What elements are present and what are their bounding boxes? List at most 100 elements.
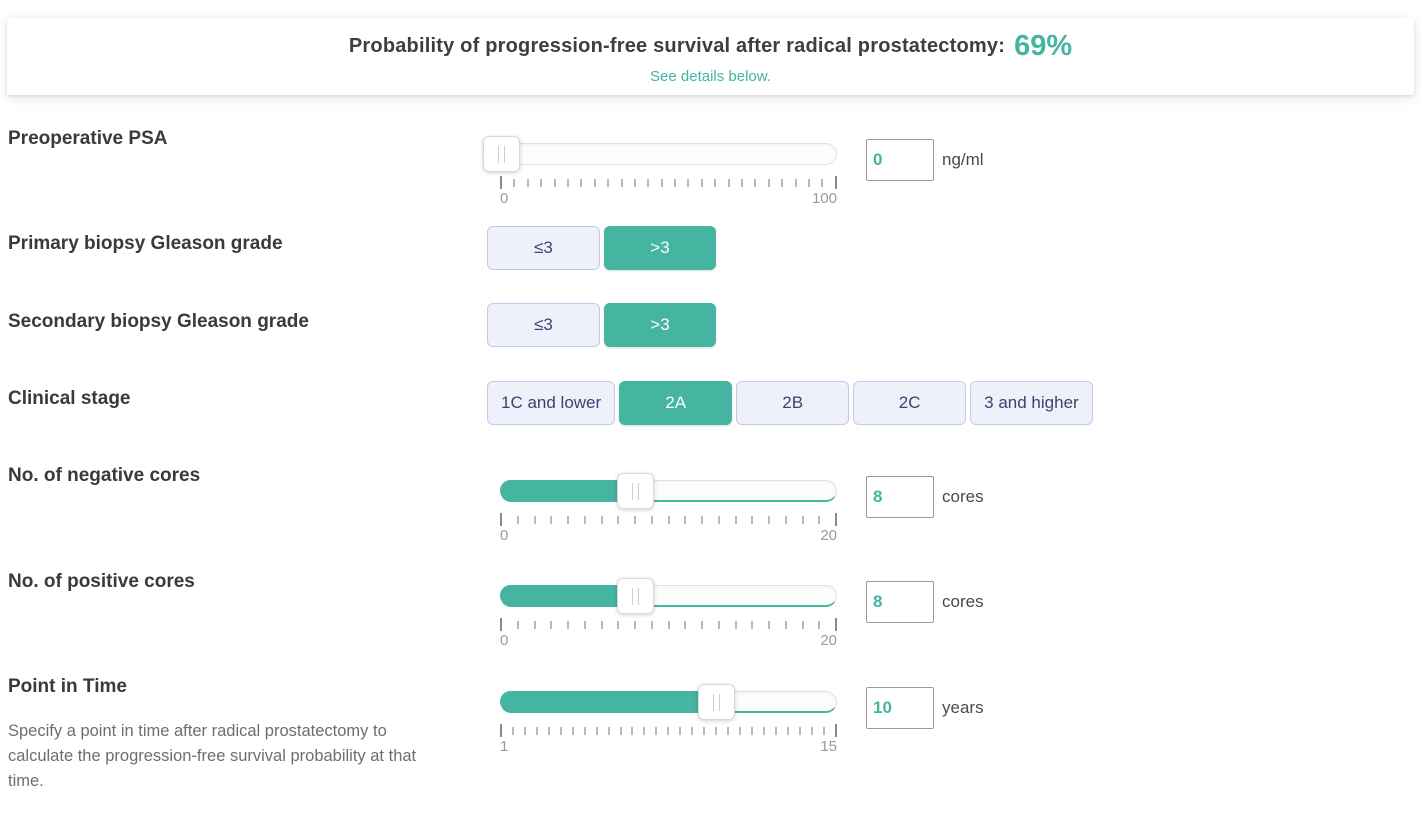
tick-mark [500,724,502,737]
slider-max-label: 100 [811,190,837,207]
slider-grip-icon [631,587,639,605]
negative-cores-value-input[interactable] [866,476,934,518]
tick-mark [631,726,634,735]
tick-mark [798,726,801,735]
slider-min-label: 0 [500,190,509,207]
tick-mark [643,726,646,735]
tick-mark [818,620,821,629]
point-in-time-description: Specify a point in time after radical pr… [8,722,417,790]
primary-gleason-option-button[interactable]: ≤3 [487,226,600,270]
point-in-time-value-input[interactable] [866,687,934,729]
slider-fill [500,691,717,712]
tick-mark [786,726,789,735]
tick-mark [533,620,536,629]
tick-mark [834,176,837,189]
positive-cores-label: No. of positive cores [8,571,195,592]
tick-mark [768,515,770,524]
tick-mark [667,620,670,629]
slider-min-label: 0 [500,527,509,544]
tick-mark [580,178,583,187]
tick-mark [701,515,703,524]
tick-mark [547,726,550,735]
psa-scale-labels: 0 100 [500,190,837,207]
tick-mark [650,620,653,629]
result-header-card: Probability of progression-free survival… [7,18,1414,95]
secondary-gleason-option-button[interactable]: ≤3 [487,303,600,347]
clinical-stage-option-button[interactable]: 2C [853,381,967,425]
positive-cores-scale-labels: 0 20 [500,632,837,649]
primary-gleason-option-button[interactable]: >3 [604,226,716,270]
tick-mark [647,178,650,187]
tick-mark [781,178,784,187]
clinical-stage-option-button[interactable]: 3 and higher [970,381,1093,425]
positive-cores-slider-track[interactable] [500,578,837,614]
psa-slider-handle[interactable] [482,136,520,172]
tick-mark [600,515,603,524]
point-in-time-slider: 1 15 [500,684,837,755]
slider-max-label: 15 [820,738,837,755]
tick-mark [768,620,770,629]
tick-mark [583,620,586,629]
psa-tick-scale [500,176,837,189]
tick-mark [801,515,804,524]
result-title: Probability of progression-free survival… [348,35,1006,57]
secondary-gleason-option-button[interactable]: >3 [604,303,716,347]
point-in-time-slider-handle[interactable] [697,684,735,720]
negative-cores-slider-handle[interactable] [616,473,654,509]
psa-slider-track[interactable] [482,136,837,172]
psa-value-input[interactable] [866,139,934,181]
tick-mark [774,726,777,735]
tick-mark [500,176,502,189]
positive-cores-slider: 0 20 [500,578,837,649]
clinical-stage-label: Clinical stage [8,388,131,409]
negative-cores-slider: 0 20 [500,473,837,544]
primary-gleason-label: Primary biopsy Gleason grade [8,233,283,254]
tick-mark [500,618,502,631]
tick-mark [835,618,837,631]
negative-cores-unit-label: cores [942,487,984,506]
tick-mark [767,178,770,187]
point-in-time-slider-track[interactable] [500,684,837,720]
clinical-stage-option-button[interactable]: 1C and lower [487,381,616,425]
result-probability-value: 69% [1014,30,1073,62]
slider-fill [500,480,635,501]
negative-cores-slider-track[interactable] [500,473,837,509]
tick-mark [550,620,553,629]
clinical-stage-option-button[interactable]: 2A [619,381,733,425]
tick-mark [617,515,620,524]
tick-mark [540,178,543,187]
psa-unit-label: ng/ml [942,150,984,169]
primary-gleason-button-group: ≤3 >3 [487,226,716,270]
positive-cores-value-input[interactable] [866,581,934,623]
tick-mark [566,178,569,187]
tick-mark [801,620,804,629]
tick-mark [516,515,519,524]
clinical-stage-button-group: 1C and lower 2A 2B 2C 3 and higher [487,381,1093,425]
tick-mark [571,726,574,735]
tick-mark [754,178,757,187]
tick-mark [633,178,636,187]
tick-mark [727,726,730,735]
tick-mark [593,178,596,187]
tick-mark [794,178,797,187]
tick-mark [583,726,586,735]
positive-cores-slider-handle[interactable] [616,578,654,614]
tick-mark [734,515,737,524]
tick-mark [634,515,636,524]
tick-mark [583,515,586,524]
tick-mark [650,515,653,524]
tick-mark [600,620,603,629]
tick-mark [762,726,765,735]
tick-mark [535,726,538,735]
tick-mark [595,726,598,735]
tick-mark [559,726,562,735]
tick-mark [607,178,610,187]
tick-mark [500,513,502,526]
tick-mark [784,620,787,629]
tick-mark [717,515,720,524]
clinical-stage-option-button[interactable]: 2B [736,381,850,425]
tick-mark [700,178,703,187]
tick-mark [715,726,718,735]
tick-mark [660,178,663,187]
see-details-link[interactable]: See details below. [650,68,771,85]
